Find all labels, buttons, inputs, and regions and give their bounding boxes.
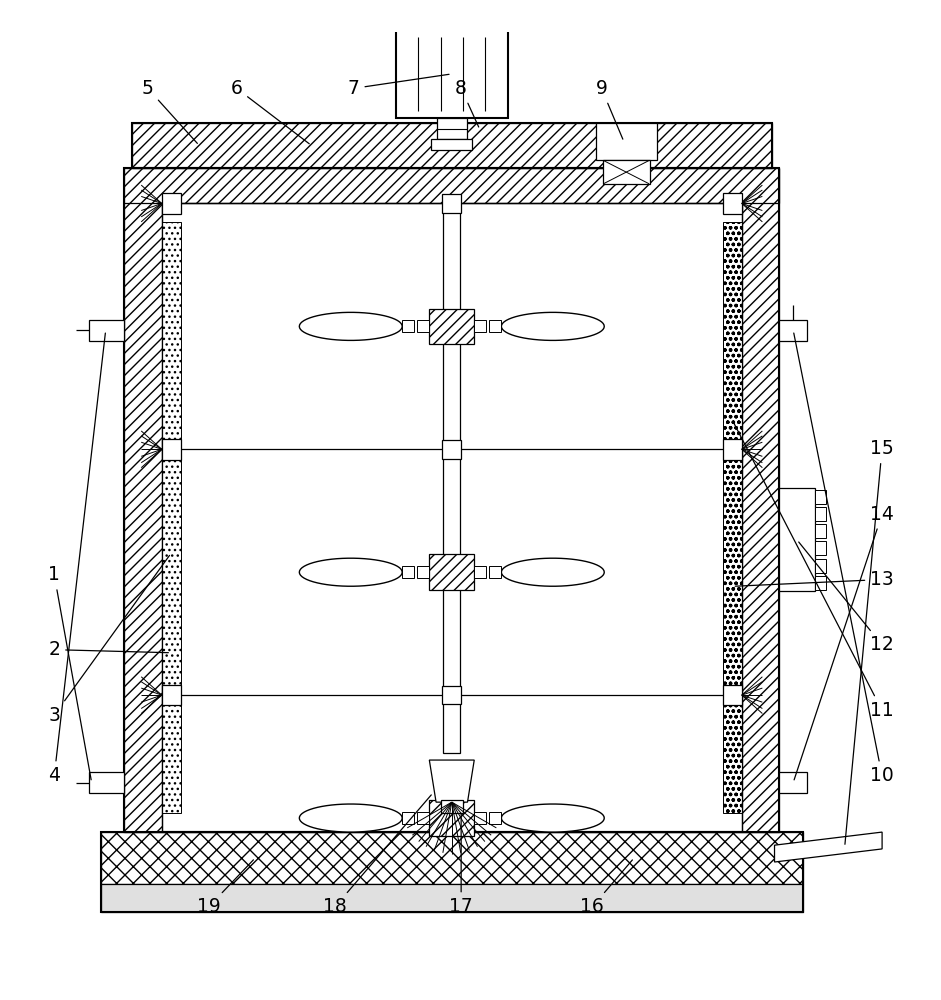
Bar <box>723 685 742 705</box>
Bar <box>88 772 124 793</box>
Bar <box>437 118 467 139</box>
Bar <box>489 812 502 824</box>
Bar <box>723 439 742 460</box>
Bar <box>815 490 826 504</box>
Text: 14: 14 <box>794 505 894 780</box>
Bar <box>417 812 429 824</box>
Bar <box>429 554 474 590</box>
Bar <box>742 168 779 832</box>
Bar <box>489 566 502 578</box>
Bar <box>429 800 474 836</box>
Bar <box>101 832 803 884</box>
Text: 10: 10 <box>794 333 894 785</box>
Text: 17: 17 <box>449 814 473 916</box>
Bar <box>815 559 826 573</box>
Bar <box>815 541 826 555</box>
Text: 16: 16 <box>581 860 632 916</box>
Text: 18: 18 <box>323 795 431 916</box>
Bar <box>162 685 181 705</box>
Text: 15: 15 <box>845 439 894 844</box>
Bar <box>723 222 742 813</box>
Text: 6: 6 <box>231 79 310 144</box>
Bar <box>402 812 414 824</box>
Bar <box>596 123 657 160</box>
Bar <box>402 566 414 578</box>
Text: 2: 2 <box>48 640 168 659</box>
Bar <box>489 320 502 332</box>
Bar <box>88 320 124 341</box>
Ellipse shape <box>393 19 510 30</box>
Bar <box>132 123 772 168</box>
Text: 19: 19 <box>197 860 253 916</box>
Bar <box>417 320 429 332</box>
Text: 1: 1 <box>48 565 91 780</box>
Text: 9: 9 <box>596 79 623 139</box>
Bar <box>162 439 181 460</box>
Bar <box>815 507 826 521</box>
Text: 7: 7 <box>347 74 449 98</box>
Bar <box>603 160 650 184</box>
Bar <box>162 203 742 832</box>
Text: 4: 4 <box>48 333 105 785</box>
Polygon shape <box>502 558 604 586</box>
Bar <box>429 309 474 344</box>
Bar <box>443 203 460 753</box>
Polygon shape <box>299 804 402 832</box>
Bar <box>402 320 414 332</box>
Bar <box>431 139 472 150</box>
Bar <box>474 812 486 824</box>
Polygon shape <box>502 804 604 832</box>
Bar <box>124 168 162 832</box>
Text: 5: 5 <box>142 79 198 143</box>
Polygon shape <box>299 312 402 340</box>
Polygon shape <box>299 558 402 586</box>
Bar <box>101 884 803 912</box>
Bar <box>124 168 779 203</box>
Bar <box>442 440 461 459</box>
Bar <box>779 320 807 341</box>
Text: 13: 13 <box>735 570 894 589</box>
Bar <box>779 488 815 591</box>
Text: 3: 3 <box>48 555 169 725</box>
Bar <box>162 222 181 813</box>
Bar <box>723 193 742 214</box>
Bar <box>395 29 508 118</box>
Bar <box>442 686 461 704</box>
Bar <box>779 772 807 793</box>
Bar <box>474 566 486 578</box>
Bar <box>124 168 779 832</box>
Bar <box>132 123 772 168</box>
Text: 8: 8 <box>455 79 479 127</box>
Polygon shape <box>774 832 882 862</box>
Polygon shape <box>502 312 604 340</box>
Bar <box>815 576 826 590</box>
Bar <box>391 20 512 29</box>
Bar <box>815 524 826 538</box>
Bar <box>442 194 461 213</box>
Bar <box>417 566 429 578</box>
Bar <box>474 320 486 332</box>
Bar <box>162 193 181 214</box>
Text: 12: 12 <box>799 542 894 654</box>
Bar <box>101 832 803 912</box>
Bar <box>440 800 463 813</box>
Text: 11: 11 <box>734 423 894 720</box>
Polygon shape <box>429 760 474 802</box>
